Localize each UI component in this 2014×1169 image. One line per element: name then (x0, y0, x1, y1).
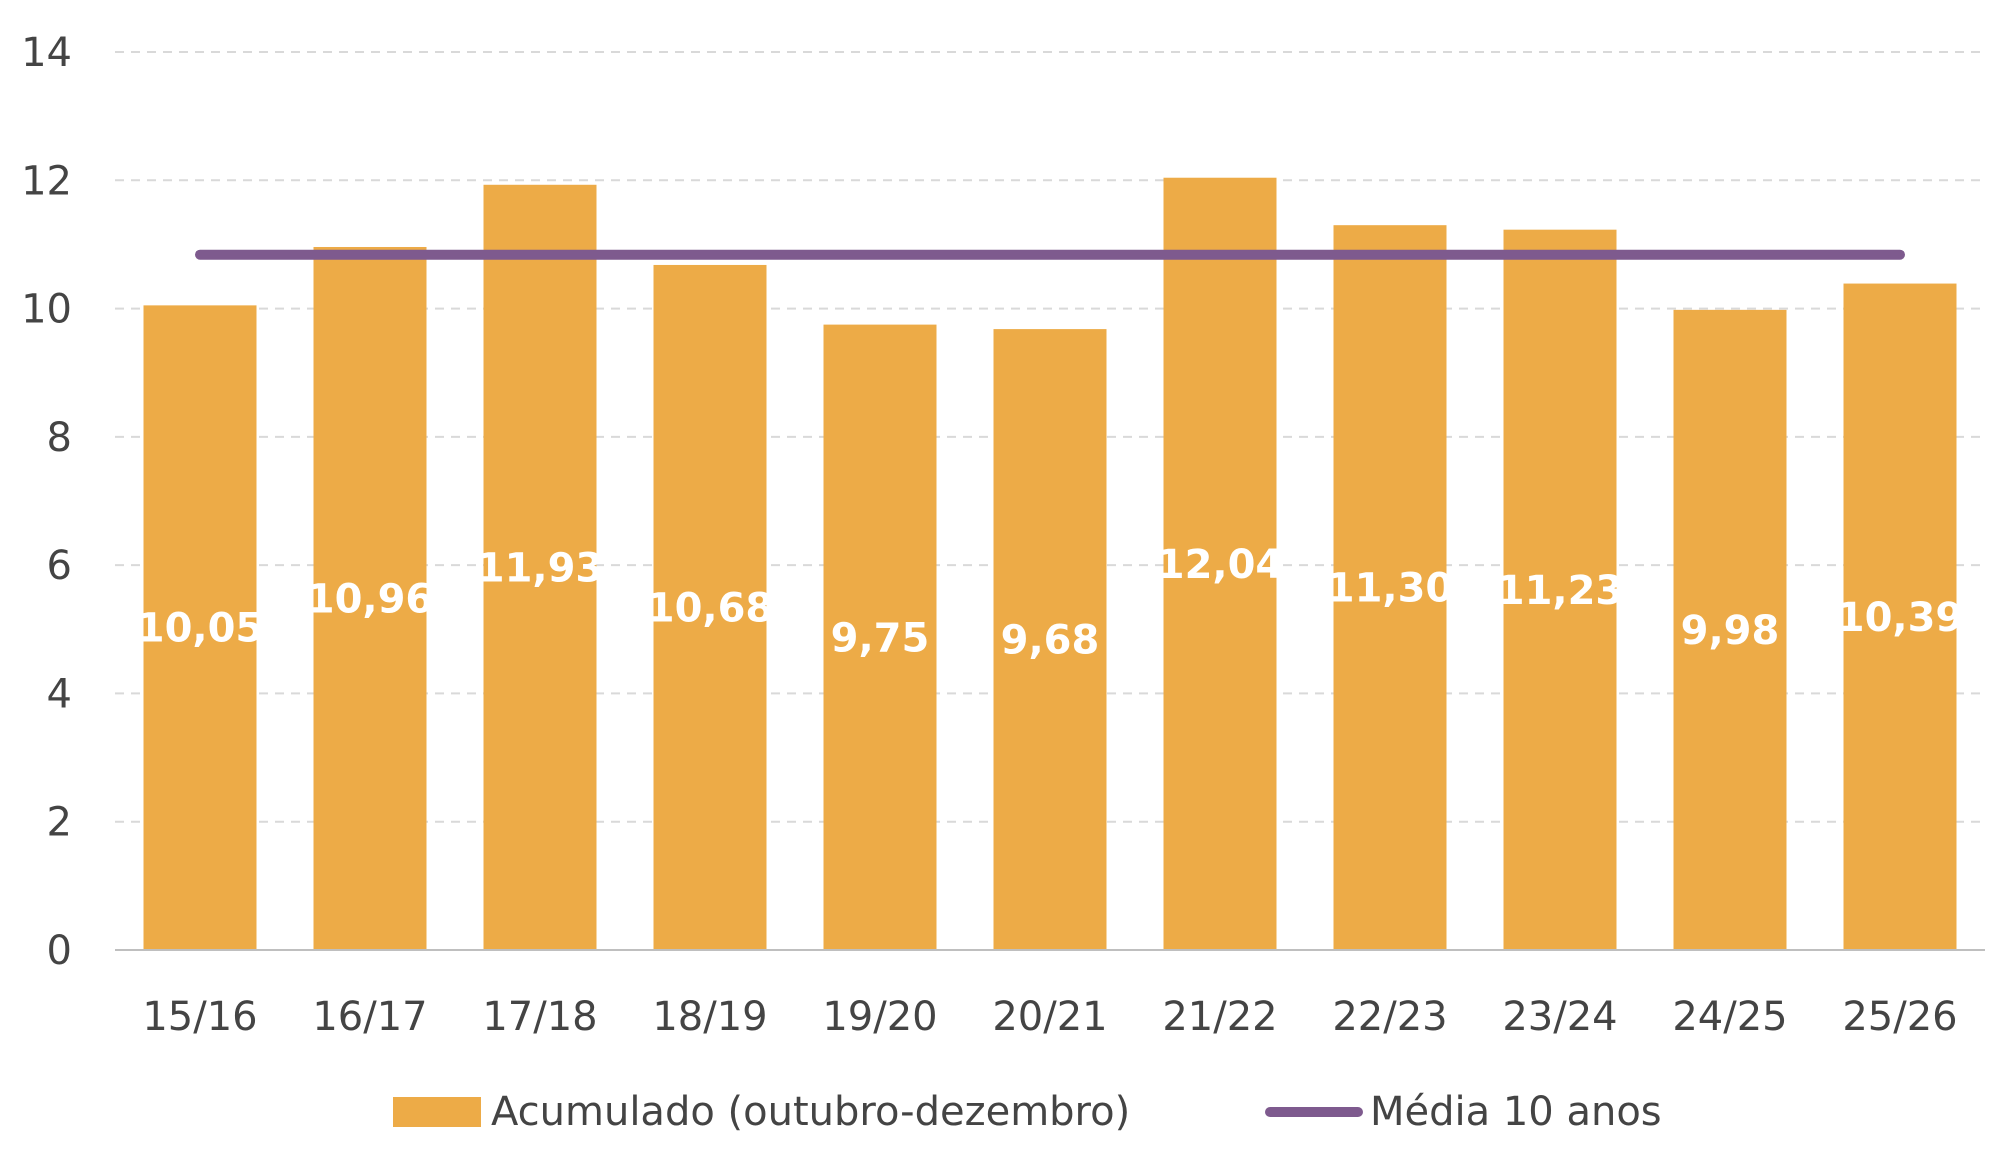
data-label: 11,23 (1497, 568, 1624, 614)
x-tick-label: 16/17 (312, 994, 427, 1040)
x-tick-label: 20/21 (992, 994, 1107, 1040)
bar (483, 184, 597, 951)
data-label: 12,04 (1157, 542, 1284, 588)
legend-label-line: Média 10 anos (1370, 1089, 1662, 1135)
bar (1333, 225, 1447, 950)
bar (313, 246, 427, 951)
x-tick-label: 19/20 (822, 994, 937, 1040)
y-tick-label: 10 (21, 287, 72, 333)
bar (1163, 177, 1277, 951)
x-tick-label: 25/26 (1842, 994, 1957, 1040)
legend-swatch-bar (393, 1097, 481, 1127)
y-tick-label: 12 (21, 158, 72, 204)
bars (143, 177, 1957, 951)
bar (1673, 309, 1787, 951)
y-tick-label: 6 (47, 543, 72, 589)
y-tick-label: 4 (47, 671, 72, 717)
y-tick-label: 14 (21, 30, 72, 76)
legend: Acumulado (outubro-dezembro) Média 10 ano… (393, 1089, 1662, 1135)
x-tick-label: 18/19 (652, 994, 767, 1040)
bar (993, 329, 1107, 950)
x-tick-label: 21/22 (1162, 994, 1277, 1040)
x-tick-label: 23/24 (1502, 994, 1617, 1040)
data-label: 9,68 (1001, 618, 1100, 664)
data-label: 10,96 (307, 576, 434, 622)
data-label: 10,68 (647, 585, 774, 631)
axes: 0 2 4 6 8 10 12 14 15/16 16/17 17/18 18/19 19/20 20/2… (21, 30, 1985, 1040)
x-tick-label: 22/23 (1332, 994, 1447, 1040)
y-tick-label: 2 (47, 800, 72, 846)
bar (1503, 229, 1617, 950)
y-tick-label: 0 (47, 928, 72, 974)
bar (143, 305, 257, 951)
bar (653, 264, 767, 950)
legend-label-bar: Acumulado (outubro-dezembro) (491, 1089, 1130, 1135)
x-tick-label: 15/16 (142, 994, 257, 1040)
data-label: 9,75 (831, 615, 930, 661)
x-tick-label: 24/25 (1672, 994, 1787, 1040)
x-tick-label: 17/18 (482, 994, 597, 1040)
data-label: 11,93 (477, 545, 604, 591)
data-label: 11,30 (1327, 566, 1454, 612)
data-label: 10,39 (1837, 595, 1964, 641)
bar (823, 324, 937, 950)
bar (1843, 283, 1957, 950)
data-labels: 10,05 10,96 11,93 10,68 9,75 9,68 12,04 11,30 11… (137, 542, 1964, 664)
data-label: 10,05 (137, 606, 264, 652)
y-tick-label: 8 (47, 415, 72, 461)
data-label: 9,98 (1681, 608, 1780, 654)
